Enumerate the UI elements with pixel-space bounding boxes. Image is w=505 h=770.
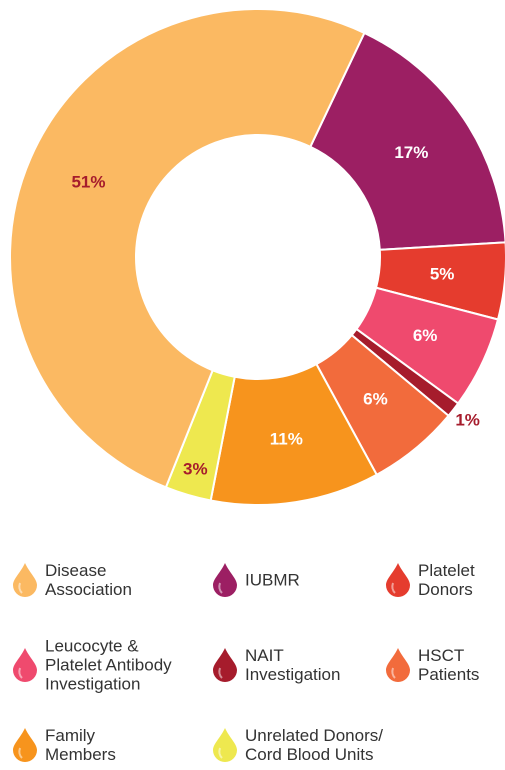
legend-drop-shine bbox=[218, 667, 223, 679]
chart: 17% 5% 6% 1% 6% 11% 3% 51% bbox=[9, 8, 505, 506]
legend-drop bbox=[386, 648, 410, 682]
legend-swatch bbox=[386, 563, 410, 597]
legend-drop-shine bbox=[18, 667, 23, 679]
legend-swatch bbox=[13, 563, 37, 597]
legend-label: IUBMR bbox=[245, 570, 300, 590]
legend-swatch bbox=[213, 728, 237, 762]
value-label: 6% bbox=[413, 326, 438, 345]
legend-drop bbox=[213, 563, 237, 597]
legend-drop bbox=[13, 563, 37, 597]
legend-drop-shine bbox=[18, 582, 23, 594]
legend-drop bbox=[13, 728, 37, 762]
legend-swatch bbox=[386, 648, 410, 682]
legend-label: Unrelated Donors/ Cord Blood Units bbox=[245, 726, 383, 764]
legend-label: Disease Association bbox=[45, 561, 132, 599]
legend-swatch bbox=[213, 563, 237, 597]
donut-slice bbox=[308, 31, 505, 251]
value-label: 3% bbox=[183, 459, 208, 478]
legend-label: Platelet Donors bbox=[418, 561, 475, 599]
value-label: 1% bbox=[455, 410, 480, 429]
legend-drop-shine bbox=[391, 667, 396, 679]
legend-drop-shine bbox=[18, 747, 23, 759]
legend-label: HSCT Patients bbox=[418, 646, 480, 684]
legend-drop bbox=[213, 728, 237, 762]
legend-swatch bbox=[13, 728, 37, 762]
legend-label: NAIT Investigation bbox=[245, 646, 341, 684]
legend-drop-shine bbox=[218, 582, 223, 594]
legend-drop bbox=[213, 648, 237, 682]
legend-drop bbox=[13, 648, 37, 682]
legend-label: Leucocyte & Platelet Antibody Investigat… bbox=[45, 636, 172, 694]
legend-drop bbox=[386, 563, 410, 597]
legend-swatch bbox=[213, 648, 237, 682]
legend-drop-shine bbox=[218, 747, 223, 759]
value-label: 17% bbox=[394, 143, 428, 162]
value-label: 51% bbox=[71, 172, 105, 191]
value-label: 6% bbox=[363, 389, 388, 408]
donut-slice bbox=[9, 8, 366, 489]
value-label: 11% bbox=[270, 429, 303, 448]
legend-swatch bbox=[13, 648, 37, 682]
legend-drop-shine bbox=[391, 582, 396, 594]
legend-label: Family Members bbox=[45, 726, 116, 764]
value-label: 5% bbox=[430, 265, 455, 284]
